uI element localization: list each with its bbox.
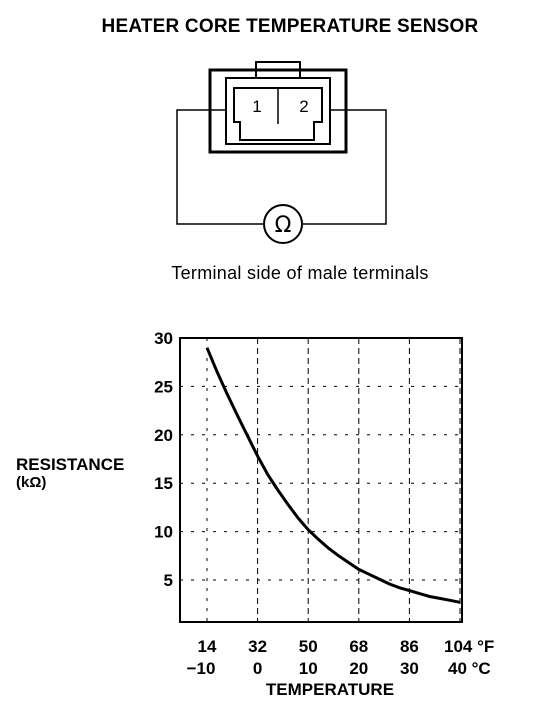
y-tick-label: 10	[154, 523, 173, 542]
terminal-block	[233, 87, 323, 141]
y-tick-label: 25	[154, 377, 173, 396]
ohmmeter-wiring	[176, 109, 387, 244]
ohm-symbol: Ω	[275, 213, 292, 238]
terminal-2-label: 2	[299, 97, 308, 116]
lead-right	[303, 109, 387, 225]
x-tick-label-fahrenheit: 14	[198, 637, 217, 656]
x-tick-label-fahrenheit: 32	[248, 637, 267, 656]
y-axis-title: RESISTANCE	[16, 455, 125, 474]
x-tick-label-celsius: −10	[187, 659, 216, 678]
y-tick-label: 30	[154, 329, 173, 348]
y-tick-labels: 30 25 20 15 10 5	[154, 329, 173, 590]
connector-caption: Terminal side of male terminals	[171, 263, 429, 283]
resistance-curve	[205, 347, 461, 604]
x-tick-label-celsius: 10	[299, 659, 318, 678]
chart: 30 25 20 15 10 5 14 32 50 68 86 104 °F −10 0 10 20 30 40…	[154, 329, 494, 678]
x-tick-label-fahrenheit: 50	[299, 637, 318, 656]
y-tick-label: 20	[154, 426, 173, 445]
connector	[208, 61, 348, 154]
x-tick-labels: 14 32 50 68 86 104 °F −10 0 10 20 30 40 °C	[187, 637, 495, 678]
terminal-1-label: 1	[252, 97, 261, 116]
x-tick-label-celsius: 40 °C	[448, 659, 491, 678]
page-title: HEATER CORE TEMPERATURE SENSOR	[101, 16, 479, 37]
x-tick-label-fahrenheit: 68	[349, 637, 368, 656]
x-tick-label-fahrenheit: 86	[400, 637, 419, 656]
x-tick-label-celsius: 30	[400, 659, 419, 678]
connector-inner	[225, 77, 331, 145]
x-tick-label-fahrenheit: 104 °F	[444, 637, 494, 656]
y-tick-label: 5	[164, 571, 173, 590]
connector-housing	[208, 68, 348, 154]
y-axis-label: RESISTANCE (kΩ)	[16, 455, 125, 491]
ohmmeter-icon	[263, 204, 303, 244]
chart-plot-area	[179, 337, 463, 623]
connector-lock-tab	[255, 61, 301, 78]
y-axis-unit: (kΩ)	[16, 473, 47, 491]
x-tick-label-celsius: 0	[253, 659, 262, 678]
x-tick-label-celsius: 20	[349, 659, 368, 678]
x-axis-label: TEMPERATURE	[265, 680, 395, 699]
lead-left	[176, 109, 264, 225]
y-tick-label: 15	[154, 474, 173, 493]
